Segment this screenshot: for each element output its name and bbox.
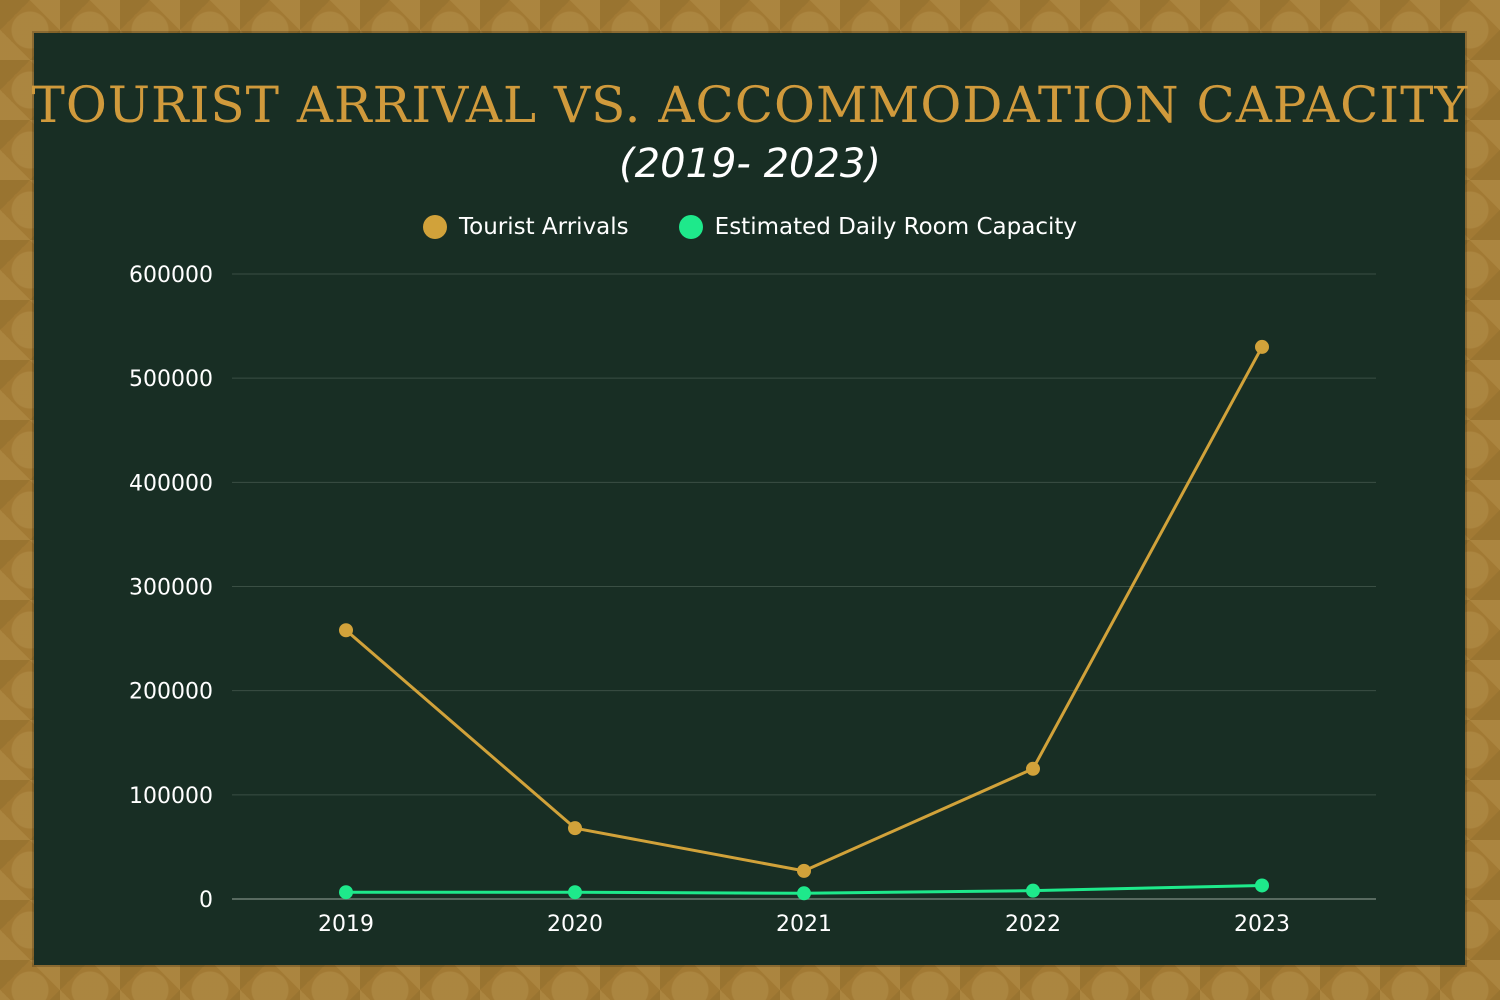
- series-line: [345, 346, 1264, 873]
- data-point[interactable]: [1255, 878, 1269, 893]
- x-tick-label: 2019: [318, 912, 374, 937]
- chart-title: TOURIST ARRIVAL VS. ACCOMMODATION CAPACI…: [31, 76, 1469, 134]
- legend-marker-tourist-arrivals: [422, 215, 447, 239]
- x-tick-label: 2021: [776, 912, 832, 937]
- data-point[interactable]: [1255, 339, 1269, 354]
- x-tick-label: 2022: [1005, 912, 1061, 937]
- data-point[interactable]: [339, 623, 353, 638]
- data-point[interactable]: [797, 886, 811, 901]
- data-point[interactable]: [1026, 883, 1040, 898]
- x-tick-label: 2020: [547, 912, 603, 937]
- legend-marker-room-capacity: [678, 215, 703, 239]
- y-tick-label: 600000: [129, 263, 213, 288]
- series-lines: [339, 339, 1269, 901]
- data-point[interactable]: [1026, 761, 1040, 776]
- y-tick-label: 300000: [129, 576, 213, 601]
- legend-item-room-capacity[interactable]: Estimated Daily Room Capacity: [678, 214, 1077, 240]
- data-point[interactable]: [797, 863, 811, 878]
- legend-label-tourist-arrivals: Tourist Arrivals: [458, 214, 629, 240]
- chart-subtitle: (2019- 2023): [619, 141, 881, 187]
- chart-legend: Tourist Arrivals Estimated Daily Room Ca…: [0, 209, 1500, 245]
- data-point[interactable]: [568, 885, 582, 900]
- legend-item-tourist-arrivals[interactable]: Tourist Arrivals: [422, 214, 629, 240]
- y-axis-ticks: 0 100000 200000 300000 400000 500000 600000: [129, 263, 213, 913]
- y-tick-label: 500000: [129, 367, 213, 392]
- y-tick-label: 400000: [129, 471, 213, 496]
- x-tick-label: 2023: [1234, 912, 1290, 937]
- x-axis-ticks: 2019 2020 2021 2022 2023: [318, 912, 1290, 937]
- y-tick-label: 200000: [129, 680, 213, 705]
- data-point[interactable]: [568, 821, 582, 836]
- gridlines: [232, 273, 1376, 900]
- series-room-capacity: [339, 878, 1269, 901]
- y-tick-label: 100000: [129, 784, 213, 809]
- series-tourist-arrivals: [339, 339, 1269, 878]
- data-point[interactable]: [339, 885, 353, 900]
- y-tick-label: 0: [199, 888, 213, 913]
- legend-label-room-capacity: Estimated Daily Room Capacity: [714, 214, 1077, 240]
- chart-panel: [34, 33, 1465, 965]
